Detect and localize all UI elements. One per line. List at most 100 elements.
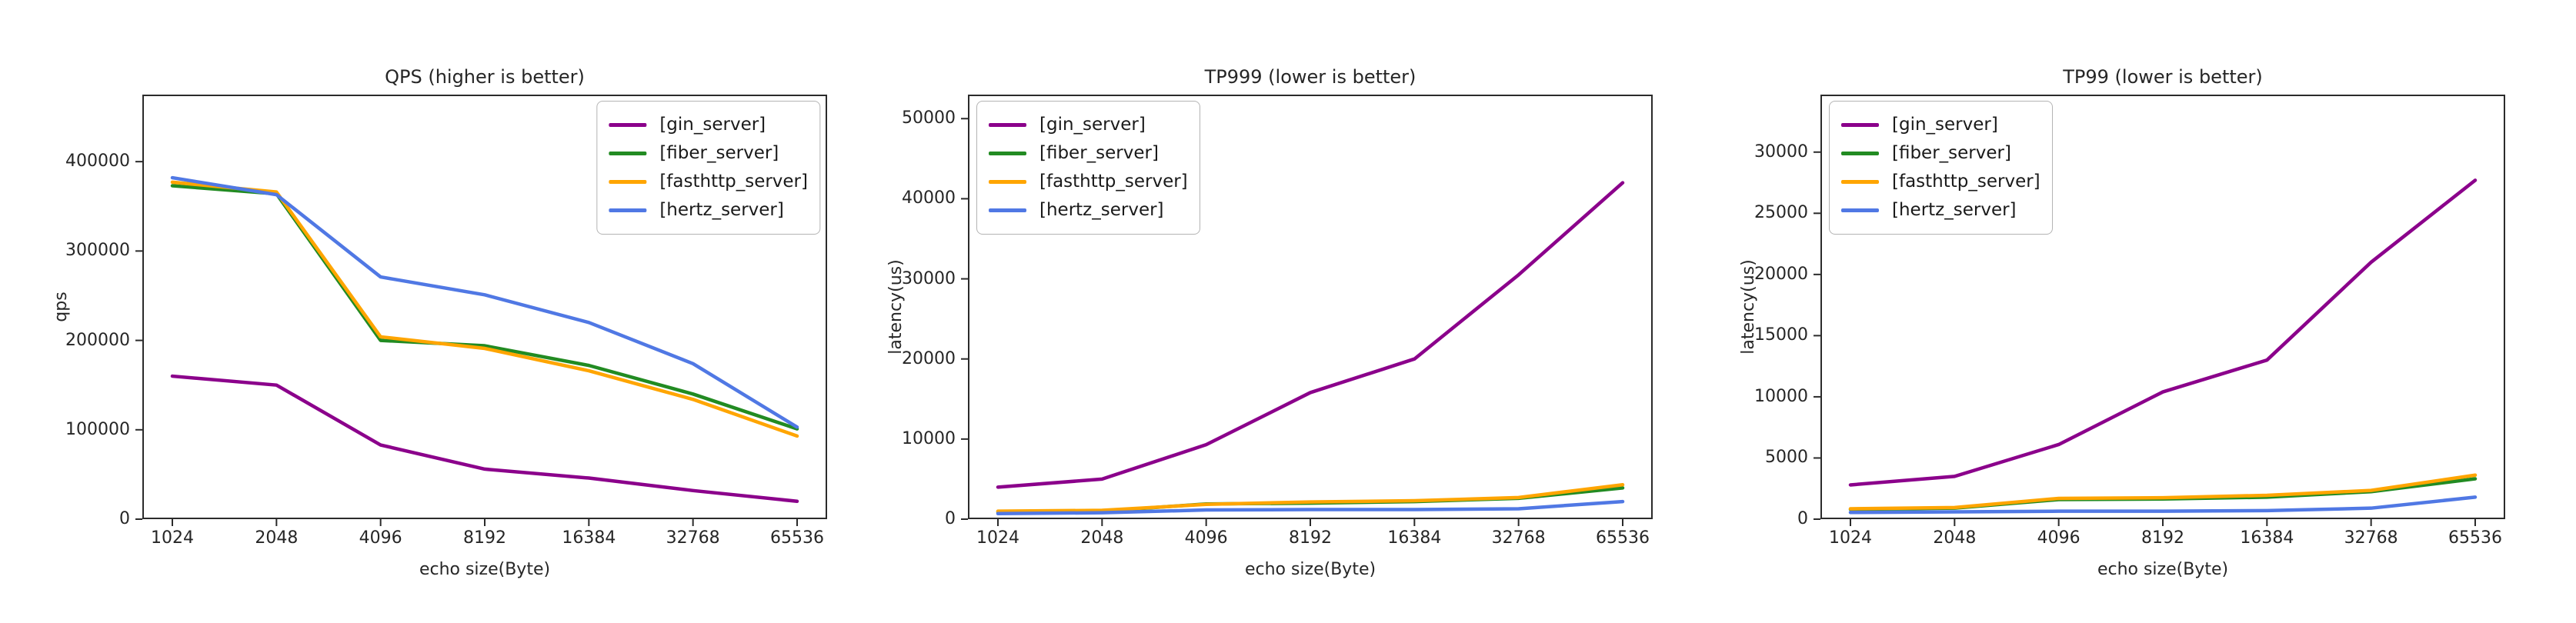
legend-label: [fasthttp_server] [659, 172, 808, 192]
x-tick-label: 2048 [1080, 528, 1124, 548]
y-tick-label: 300000 [65, 241, 130, 261]
chart-title-qps: QPS (higher is better) [385, 66, 585, 88]
legend-item: [hertz_server] [1841, 196, 2040, 225]
legend-line-swatch [1841, 152, 1879, 155]
series-line-fasthttp_server [996, 482, 1625, 513]
x-axis-label-tp999: echo size(Byte) [1244, 560, 1376, 579]
x-tick-label: 2048 [255, 528, 299, 548]
legend-label: [hertz_server] [1039, 200, 1164, 220]
x-tick-label: 32768 [2344, 528, 2398, 548]
y-tick-label: 0 [1797, 509, 1808, 528]
y-tick-label: 400000 [65, 152, 130, 172]
legend-tp999: [gin_server] [fiber_server] [fasthttp_serv… [976, 101, 1200, 235]
x-tick-label: 16384 [1387, 528, 1442, 548]
legend-item: [hertz_server] [609, 196, 808, 225]
legend-item: [hertz_server] [989, 196, 1188, 225]
legend-item: [fasthttp_server] [989, 168, 1188, 196]
y-tick-label: 10000 [902, 428, 956, 448]
legend-item: [fasthttp_server] [1841, 168, 2040, 196]
axes-frame [968, 95, 1653, 519]
x-tick-label: 1024 [151, 528, 194, 548]
axes-frame [142, 95, 827, 519]
x-tick-label: 4096 [1184, 528, 1228, 548]
x-tick-label: 65536 [770, 528, 824, 548]
series-line-hertz_server [170, 175, 799, 429]
axes-frame [1820, 95, 2505, 519]
x-tick-label: 8192 [2141, 528, 2184, 548]
legend-item: [gin_server] [609, 111, 808, 139]
legend-line-swatch [609, 152, 647, 155]
legend-label: [fiber_server] [659, 143, 779, 163]
legend-label: [gin_server] [1039, 115, 1146, 135]
legend-line-swatch [609, 180, 647, 184]
legend-label: [fasthttp_server] [1892, 172, 2040, 192]
series-line-gin_server [996, 181, 1625, 489]
legend-line-swatch [1841, 180, 1879, 184]
legend-line-swatch [989, 208, 1026, 212]
chart-title-tp99: TP99 (lower is better) [2063, 66, 2263, 88]
plot-area-tp999 [961, 95, 1653, 526]
legend-line-swatch [609, 123, 647, 127]
plot-area-qps [135, 95, 827, 526]
legend-label: [hertz_server] [659, 200, 784, 220]
x-tick-label: 1024 [976, 528, 1019, 548]
legend-label: [gin_server] [1892, 115, 1998, 135]
y-tick-label: 30000 [1754, 142, 1808, 162]
x-tick-label: 32768 [1491, 528, 1546, 548]
legend-label: [gin_server] [659, 115, 766, 135]
x-tick-label: 65536 [1596, 528, 1650, 548]
y-tick-label: 30000 [902, 268, 956, 288]
series-line-fasthttp_server [1848, 473, 2478, 511]
legend-item: [fiber_server] [1841, 139, 2040, 168]
legend-label: [fiber_server] [1892, 143, 2011, 163]
legend-qps: [gin_server] [fiber_server] [fasthttp_serv… [596, 101, 820, 235]
y-tick-label: 25000 [1754, 203, 1808, 223]
y-tick-label: 0 [945, 509, 956, 528]
legend-tp99: [gin_server] [fiber_server] [fasthttp_serv… [1829, 101, 2053, 235]
legend-item: [gin_server] [989, 111, 1188, 139]
x-tick-label: 8192 [1289, 528, 1332, 548]
x-tick-label: 16384 [2240, 528, 2294, 548]
legend-line-swatch [989, 180, 1026, 184]
y-tick-label: 0 [119, 509, 130, 528]
series-line-gin_server [1848, 178, 2478, 487]
y-tick-label: 20000 [1754, 264, 1808, 284]
series-line-hertz_server [1848, 495, 2478, 515]
y-axis-label-qps: qps [52, 292, 71, 322]
y-tick-label: 15000 [1754, 325, 1808, 345]
series-line-fasthttp_server [170, 180, 799, 438]
legend-item: [fiber_server] [609, 139, 808, 168]
x-tick-label: 65536 [2448, 528, 2502, 548]
series-line-hertz_server [996, 499, 1625, 515]
y-tick-label: 10000 [1754, 386, 1808, 406]
x-tick-label: 8192 [463, 528, 506, 548]
legend-label: [fiber_server] [1039, 143, 1159, 163]
legend-item: [gin_server] [1841, 111, 2040, 139]
legend-line-swatch [609, 208, 647, 212]
y-tick-label: 50000 [902, 108, 956, 128]
plot-area-tp99 [1814, 95, 2505, 526]
x-tick-label: 32768 [666, 528, 720, 548]
y-tick-label: 20000 [902, 348, 956, 368]
x-tick-label: 4096 [359, 528, 402, 548]
x-tick-label: 2048 [1933, 528, 1977, 548]
y-tick-label: 40000 [902, 188, 956, 208]
legend-line-swatch [1841, 208, 1879, 212]
legend-line-swatch [1841, 123, 1879, 127]
series-line-gin_server [170, 374, 799, 504]
x-axis-label-qps: echo size(Byte) [419, 560, 551, 579]
x-tick-label: 1024 [1829, 528, 1872, 548]
x-tick-label: 16384 [562, 528, 616, 548]
legend-label: [hertz_server] [1892, 200, 2017, 220]
legend-line-swatch [989, 152, 1026, 155]
y-tick-label: 5000 [1765, 448, 1808, 468]
legend-item: [fasthttp_server] [609, 168, 808, 196]
chart-title-tp999: TP999 (lower is better) [1204, 66, 1416, 88]
legend-line-swatch [989, 123, 1026, 127]
series-line-fiber_server [1848, 477, 2478, 511]
y-tick-label: 200000 [65, 330, 130, 350]
x-tick-label: 4096 [2037, 528, 2080, 548]
x-axis-label-tp99: echo size(Byte) [2097, 560, 2229, 579]
legend-label: [fasthttp_server] [1039, 172, 1188, 192]
